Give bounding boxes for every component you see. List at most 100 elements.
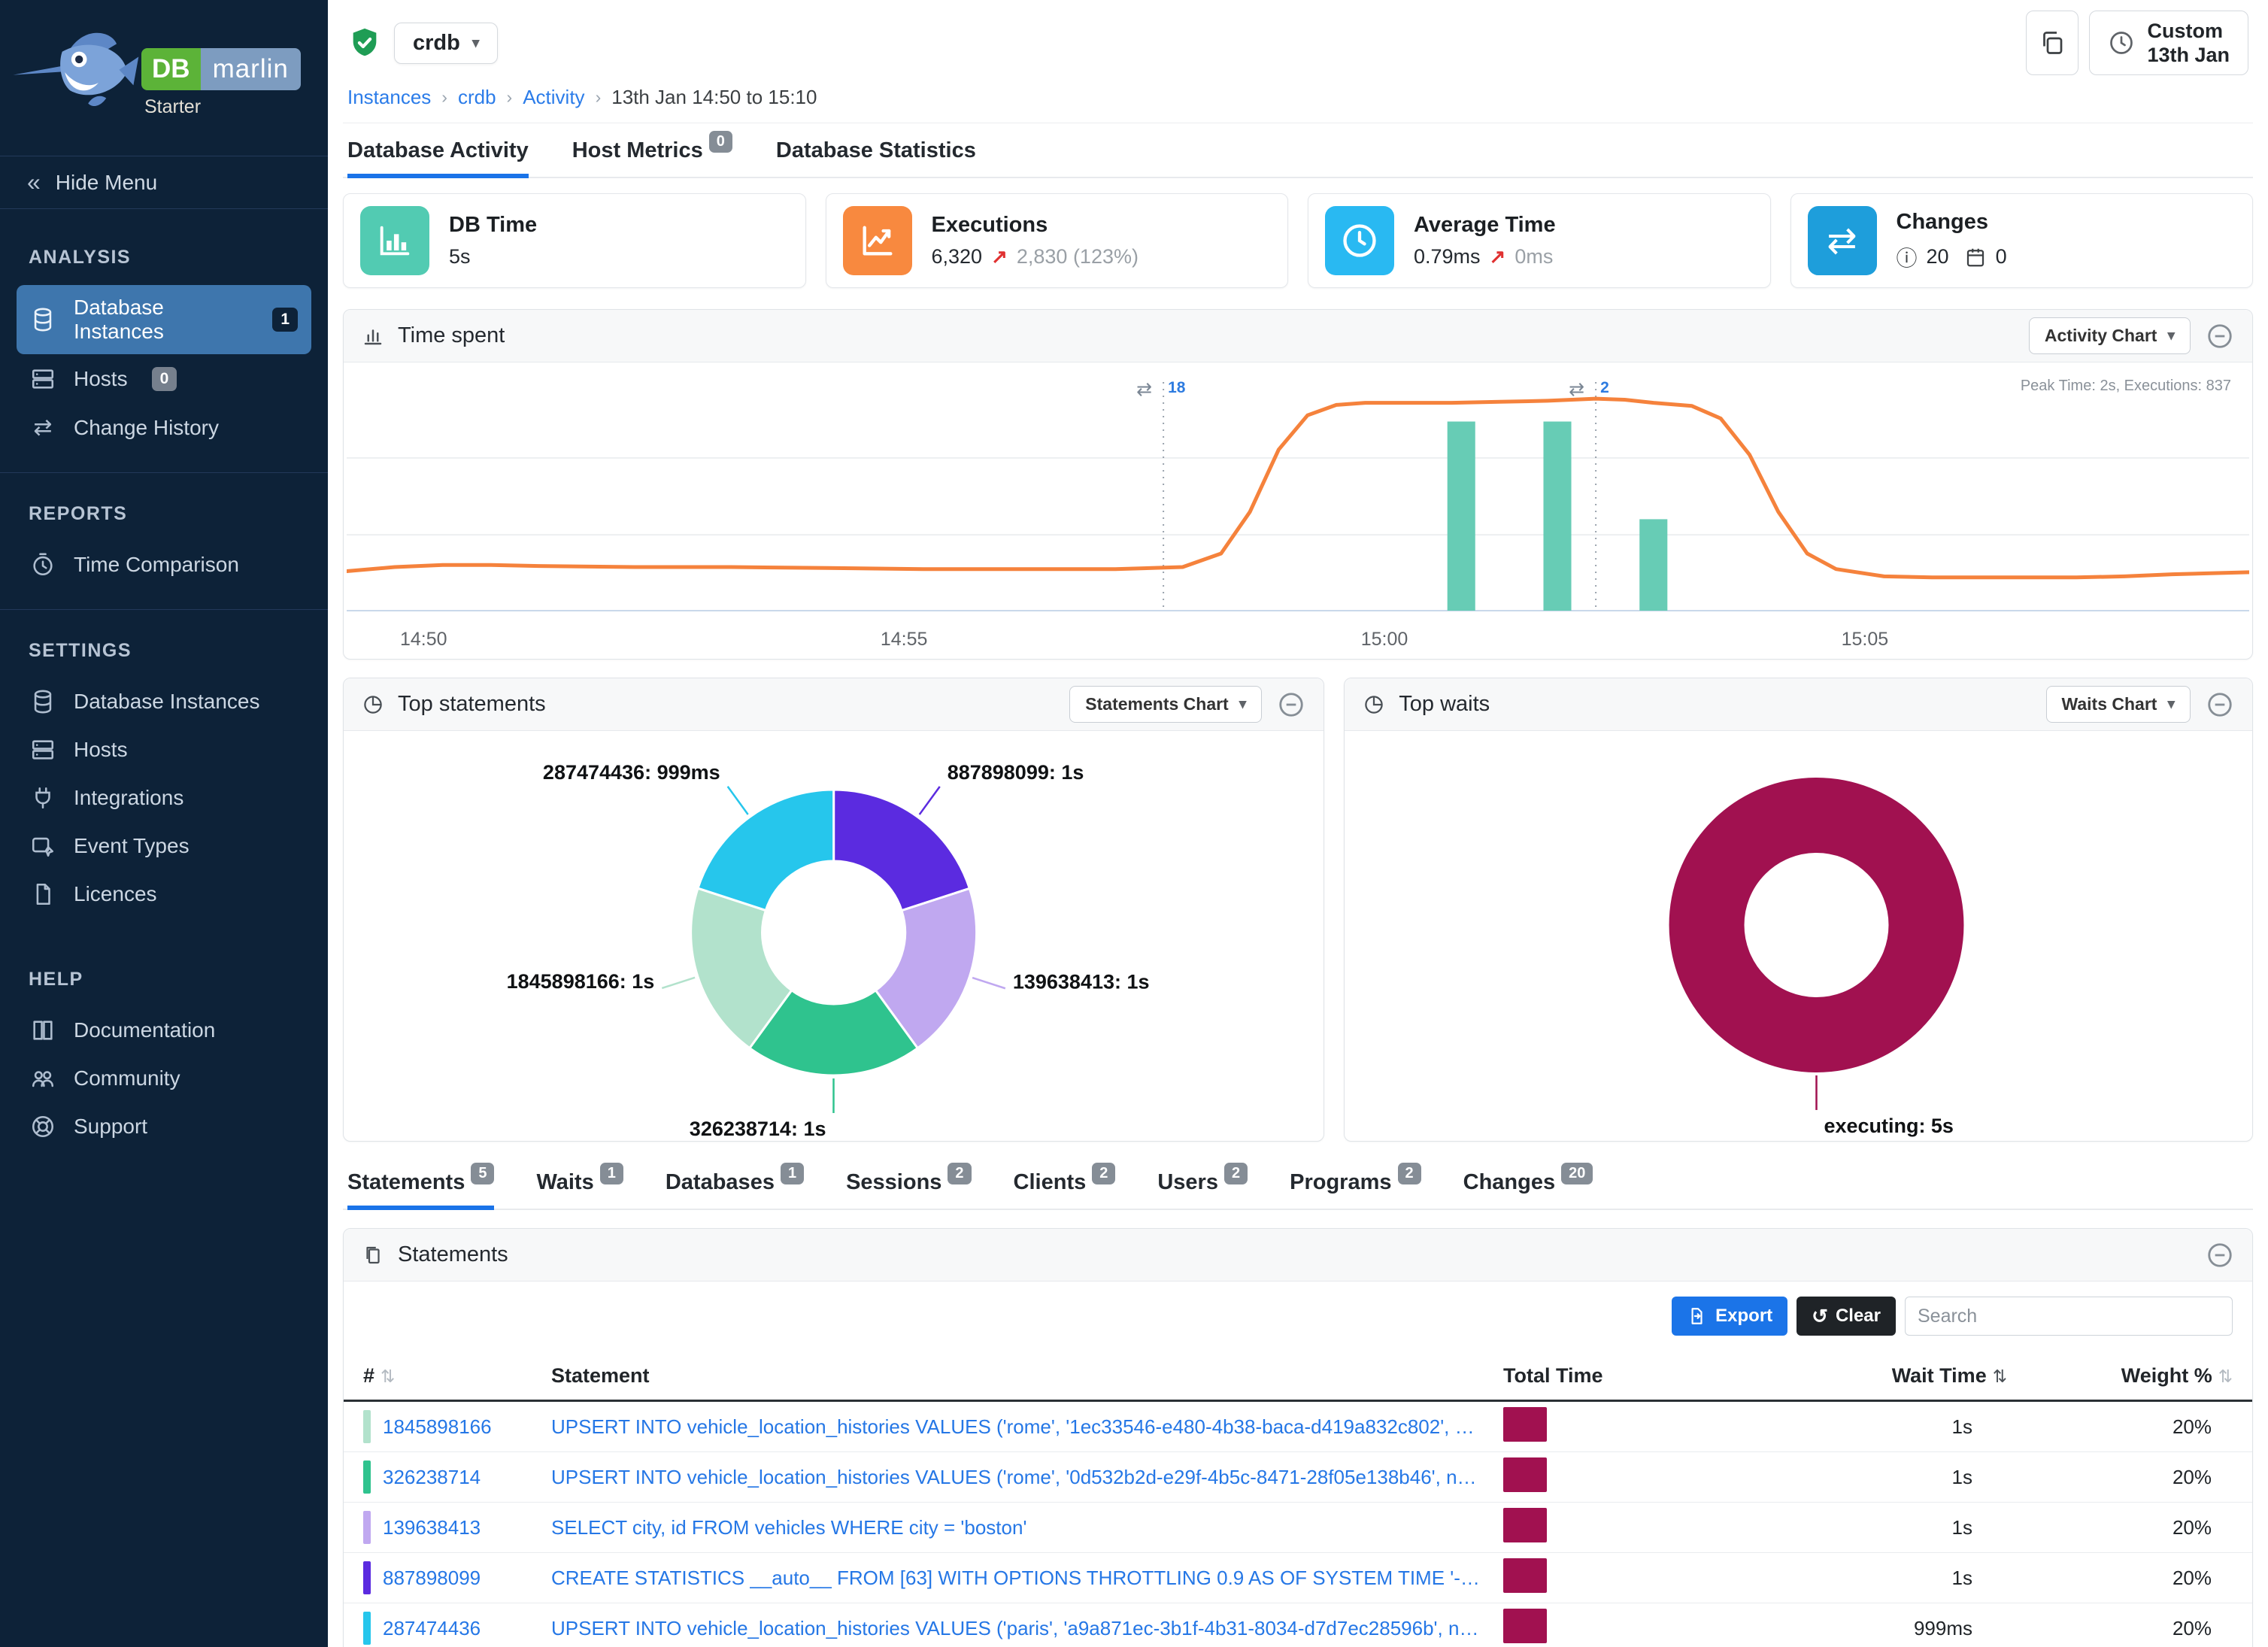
sidebar-item-time-comparison[interactable]: Time Comparison (17, 541, 311, 588)
weight-value: 20% (2172, 1616, 2212, 1639)
weight-value: 20% (2172, 1465, 2212, 1488)
info-icon: ⓘ (1896, 246, 1918, 270)
time-range-button[interactable]: Custom 13th Jan (2089, 11, 2248, 75)
statement-id-cell[interactable]: 326238714 (363, 1460, 551, 1494)
instance-selector[interactable]: crdb ▾ (394, 22, 499, 64)
statement-id-cell[interactable]: 287474436 (363, 1612, 551, 1645)
sidebar-item-documentation[interactable]: Documentation (17, 1007, 311, 1054)
tab-database-statistics[interactable]: Database Statistics (775, 138, 976, 162)
donut-segment[interactable] (832, 788, 972, 912)
detail-tab-clients[interactable]: Clients 2 (1014, 1163, 1116, 1209)
donut-segment[interactable] (696, 788, 835, 912)
statement-sql-link[interactable]: UPSERT INTO vehicle_location_histories V… (551, 1415, 1503, 1438)
collapse-panel-icon[interactable] (2206, 1241, 2234, 1269)
trend-chart-icon (863, 226, 892, 256)
sidebar-item-settings-database-instances[interactable]: Database Instances (17, 678, 311, 725)
breadcrumb-crdb[interactable]: crdb (457, 86, 496, 108)
tab-badge: 2 (948, 1163, 972, 1184)
statements-chart-dropdown[interactable]: Statements Chart ▾ (1069, 686, 1263, 723)
detail-tab-statements[interactable]: Statements 5 (347, 1163, 495, 1210)
licence-icon (36, 883, 50, 905)
sidebar-item-settings-hosts[interactable]: Hosts (17, 726, 311, 773)
swap-arrows-icon: ⇄ (1569, 379, 1584, 400)
clear-button[interactable]: ↺ Clear (1797, 1297, 1896, 1336)
donut-segment[interactable] (1669, 778, 1964, 1072)
clock-icon (1343, 224, 1376, 257)
detail-tab-databases[interactable]: Databases 1 (666, 1163, 805, 1209)
detail-tab-changes[interactable]: Changes 20 (1463, 1163, 1593, 1209)
collapse-panel-icon[interactable] (1277, 690, 1305, 719)
donut-segment[interactable] (747, 988, 920, 1077)
column-header-statement[interactable]: Statement (551, 1364, 650, 1387)
sidebar-item-community[interactable]: Community (17, 1055, 311, 1102)
tab-host-metrics[interactable]: Host Metrics 0 (572, 131, 732, 177)
statement-sql-link[interactable]: CREATE STATISTICS __auto__ FROM [63] WIT… (551, 1566, 1496, 1589)
column-header-weight[interactable]: Weight % ⇅ (2121, 1364, 2233, 1387)
column-header-wait-time[interactable]: Wait Time ⇅ (1891, 1364, 2007, 1387)
column-header-num[interactable]: # ⇅ (363, 1364, 396, 1387)
hide-menu-button[interactable]: « Hide Menu (0, 156, 328, 209)
sidebar-item-event-types[interactable]: Event Types (17, 823, 311, 869)
detail-tab-programs[interactable]: Programs 2 (1290, 1163, 1421, 1209)
donut-segment-label: 887898099: 1s (948, 761, 1084, 784)
statement-color-chip (363, 1410, 371, 1443)
statement-id-cell[interactable]: 1845898166 (363, 1410, 551, 1443)
collapse-panel-icon[interactable] (2206, 322, 2234, 350)
card-db-time: DB Time 5s (343, 193, 806, 288)
table-row: 326238714 UPSERT INTO vehicle_location_h… (344, 1452, 2252, 1503)
statement-id-link[interactable]: 1845898166 (383, 1415, 492, 1438)
breadcrumb-instances[interactable]: Instances (347, 86, 432, 108)
detail-tab-waits[interactable]: Waits 1 (536, 1163, 623, 1209)
changes-icon: ⇄ (1807, 206, 1877, 275)
sidebar-item-label: Time Comparison (74, 553, 239, 576)
change-event-count[interactable]: 2 (1600, 379, 1609, 396)
statement-sql-link[interactable]: UPSERT INTO vehicle_location_histories V… (551, 1465, 1503, 1488)
copy-link-button[interactable] (2026, 11, 2079, 75)
donut-segment[interactable] (874, 887, 978, 1050)
sidebar-item-support[interactable]: Support (17, 1103, 311, 1150)
donut-segment[interactable] (690, 887, 793, 1050)
statement-id-link[interactable]: 139638413 (383, 1515, 481, 1539)
search-input[interactable] (1905, 1297, 2233, 1336)
sidebar-item-hosts[interactable]: Hosts 0 (17, 356, 311, 402)
trend-up-icon: ↗ (1489, 245, 1506, 268)
statement-id-link[interactable]: 287474436 (383, 1616, 481, 1639)
statement-id-link[interactable]: 326238714 (383, 1465, 481, 1488)
activity-chart-dropdown[interactable]: Activity Chart ▾ (2028, 317, 2191, 354)
statement-sql-link[interactable]: UPSERT INTO vehicle_location_histories V… (551, 1616, 1503, 1639)
detail-tab-users[interactable]: Users 2 (1157, 1163, 1248, 1209)
tab-database-activity[interactable]: Database Activity (347, 138, 529, 178)
sidebar-item-licences[interactable]: Licences (17, 871, 311, 918)
panel-title: Top waits (1399, 692, 1490, 716)
brand-area: DB marlin Starter (0, 0, 328, 156)
statement-id-link[interactable]: 887898099 (383, 1566, 481, 1589)
pie-chart-icon (1365, 695, 1384, 714)
change-event-count[interactable]: 18 (1168, 379, 1186, 396)
swap-arrows-icon: ⇄ (33, 415, 53, 440)
sidebar-item-database-instances[interactable]: Database Instances 1 (17, 285, 311, 354)
detail-tab-sessions[interactable]: Sessions 2 (846, 1163, 972, 1209)
statement-color-chip (363, 1561, 371, 1594)
panel-controls: Waits Chart ▾ (2045, 686, 2235, 723)
statement-sql-link[interactable]: SELECT city, id FROM vehicles WHERE city… (551, 1515, 1027, 1539)
statement-id-cell[interactable]: 139638413 (363, 1511, 551, 1544)
breadcrumb-activity[interactable]: Activity (523, 86, 585, 108)
section-title: REPORTS (29, 503, 128, 524)
column-header-total-time[interactable]: Total Time (1503, 1364, 1603, 1387)
sidebar-item-integrations[interactable]: Integrations (17, 775, 311, 821)
card-delta: 0ms (1515, 245, 1554, 268)
sidebar-item-change-history[interactable]: ⇄ Change History (17, 404, 311, 451)
collapse-panel-icon[interactable] (2206, 690, 2234, 719)
total-time-bar (1503, 1608, 1547, 1643)
brand-db-badge: DB (141, 48, 201, 90)
export-button[interactable]: Export (1672, 1297, 1788, 1336)
statement-id-cell[interactable]: 887898099 (363, 1561, 551, 1594)
breadcrumb-separator: › (441, 87, 447, 107)
executions-bar (1543, 421, 1572, 611)
sidebar-item-label: Licences (74, 882, 157, 905)
waits-chart-dropdown[interactable]: Waits Chart ▾ (2045, 686, 2191, 723)
sidebar-item-label: Community (74, 1066, 180, 1090)
top-waits-donut: executing: 5s (1669, 778, 1964, 1137)
donut-label-leader (972, 976, 1006, 990)
